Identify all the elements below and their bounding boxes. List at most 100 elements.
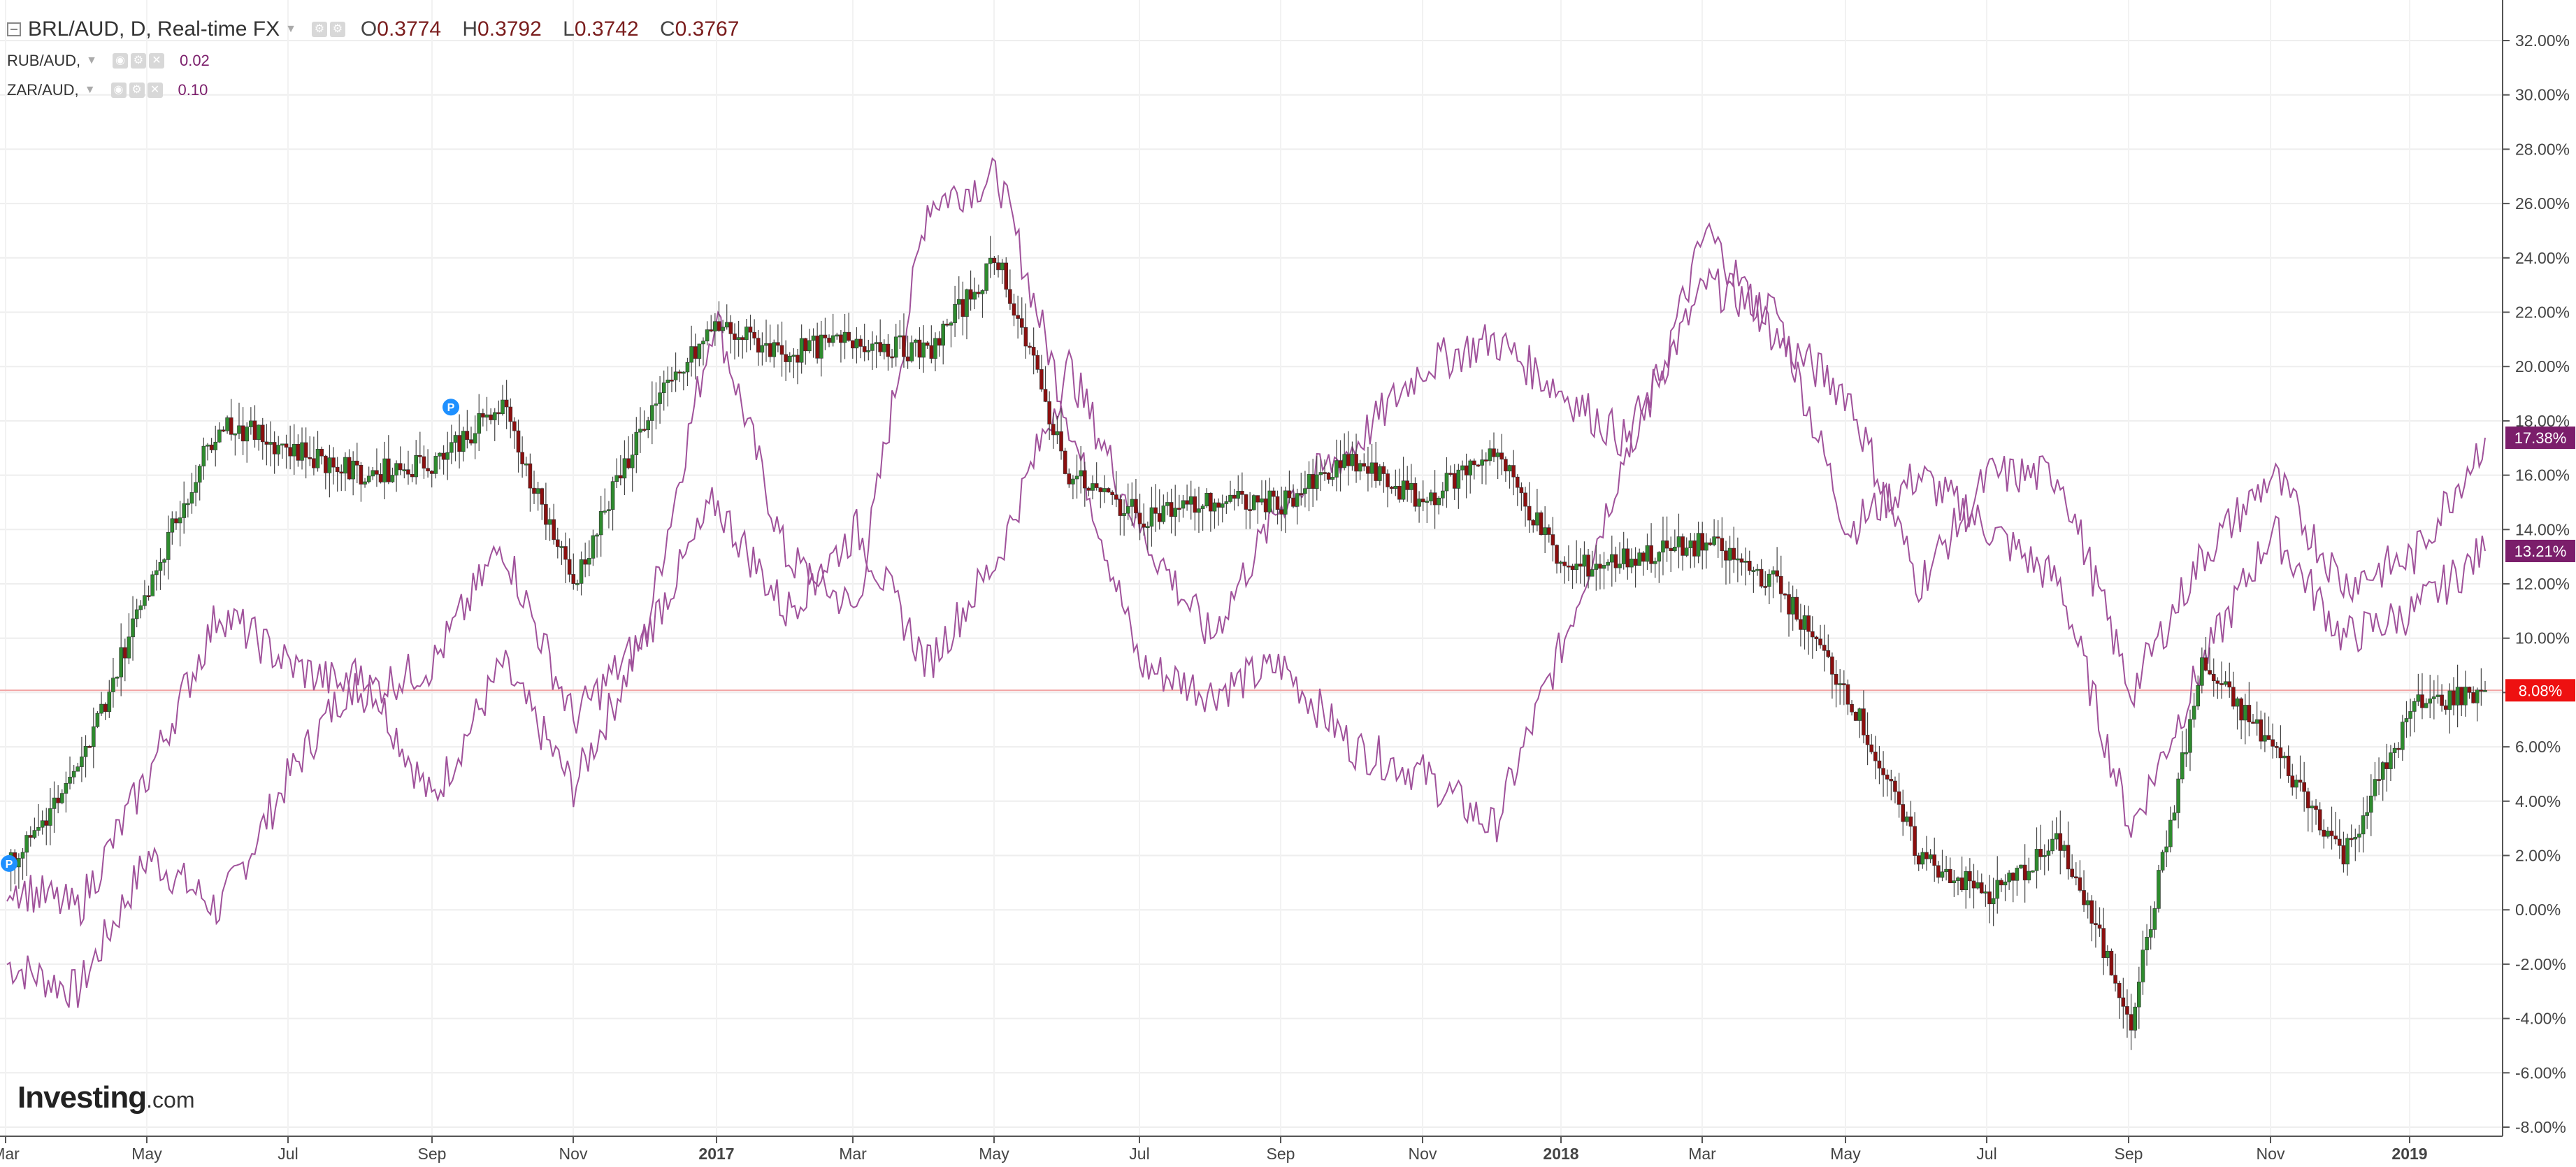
candle <box>433 452 438 479</box>
eye-icon[interactable]: ◉ <box>110 83 127 98</box>
candle-body <box>2010 873 2015 881</box>
candle-body <box>378 474 383 482</box>
candle <box>2089 895 2094 942</box>
gear-icon[interactable]: ⚙ <box>329 22 345 37</box>
candle <box>1169 488 1174 534</box>
candle <box>1814 636 1819 652</box>
candle-body <box>905 356 910 361</box>
x-tick-label: 2019 <box>2391 1145 2427 1163</box>
candle-body <box>1539 512 1544 535</box>
candle <box>1586 549 1590 589</box>
candle-body <box>2475 689 2480 703</box>
candle <box>685 357 690 387</box>
compare-row-rub[interactable]: RUB/AUD, ▼ ◉ ⚙ ✕ 0.02 <box>7 46 754 76</box>
candle-body <box>56 797 60 803</box>
candle <box>827 334 831 348</box>
candle <box>724 304 729 330</box>
main-symbol[interactable]: BRL/AUD, D, Real-time FX <box>28 17 280 41</box>
candle-body <box>1936 865 1941 878</box>
candle <box>2305 787 2310 832</box>
compare-symbol[interactable]: ZAR/AUD, <box>7 81 79 99</box>
candle <box>2357 824 2361 852</box>
candle <box>579 551 584 596</box>
candle <box>866 339 871 361</box>
candle <box>744 318 749 352</box>
close-icon[interactable]: ✕ <box>147 83 163 98</box>
candle <box>2243 694 2247 745</box>
candle-body <box>32 830 37 838</box>
candle-body <box>968 289 973 300</box>
candle-body <box>619 475 623 479</box>
candle-body <box>1437 497 1441 506</box>
candle-body <box>1307 474 1311 489</box>
candle-body <box>1621 548 1626 564</box>
candle-body <box>1641 552 1646 562</box>
candle <box>1039 355 1044 392</box>
chevron-down-icon[interactable]: ▼ <box>84 84 96 96</box>
candle-body <box>189 492 194 504</box>
compare-row-zar[interactable]: ZAR/AUD, ▼ ◉ ⚙ ✕ 0.10 <box>7 76 754 105</box>
candle-body <box>1326 472 1331 480</box>
candle <box>387 435 391 485</box>
candle-body <box>787 355 792 362</box>
candle <box>772 339 777 368</box>
eye-icon[interactable]: ◉ <box>112 53 128 69</box>
candle-body <box>331 457 336 468</box>
candle-body <box>2254 719 2259 724</box>
candle-body <box>1102 488 1107 492</box>
candle-body <box>2353 837 2358 840</box>
candle-body <box>68 776 72 784</box>
x-tick-label: Nov <box>559 1145 588 1163</box>
close-icon[interactable]: ✕ <box>148 53 164 69</box>
settings-icon[interactable]: ⚙ <box>311 22 327 37</box>
candle-body <box>2211 673 2216 681</box>
y-tick-label: 4.00% <box>2515 792 2561 810</box>
candle <box>410 464 415 482</box>
candle <box>689 325 693 377</box>
event-markers[interactable]: PP <box>1 399 459 872</box>
candle <box>201 437 206 480</box>
y-tick-label: -6.00% <box>2515 1064 2566 1082</box>
candle <box>2412 698 2417 733</box>
collapse-icon[interactable] <box>7 22 21 36</box>
candle <box>461 427 466 461</box>
candle-body <box>406 469 410 475</box>
chevron-down-icon[interactable]: ▼ <box>86 55 97 66</box>
y-tick-label: 24.00% <box>2515 249 2570 267</box>
candle <box>366 466 371 484</box>
candle-body <box>477 413 482 434</box>
candle-body <box>489 414 493 420</box>
compare-symbol[interactable]: RUB/AUD, <box>7 52 81 69</box>
candle <box>115 676 120 687</box>
candle <box>359 461 364 502</box>
x-axis[interactable]: Mar May Jul Sep Nov 2017 Mar May Jul Sep Nov 2018 Ma… <box>0 1136 2428 1163</box>
candle-body <box>1594 564 1599 570</box>
candle-body <box>359 465 364 485</box>
candle-body <box>146 595 151 597</box>
main-series-row[interactable]: BRL/AUD, D, Real-time FX ▼ ⚙ ⚙ O0.3774 H… <box>7 13 754 46</box>
candle-body <box>1964 871 1969 890</box>
candle-body <box>1094 483 1099 488</box>
candle <box>1173 485 1178 536</box>
candle-body <box>1850 703 1854 713</box>
gear-icon[interactable]: ⚙ <box>129 83 145 98</box>
candle-body <box>1255 495 1260 503</box>
y-axis[interactable]: 32.00% 30.00% 28.00% 26.00% 24.00% 22.00% 20.0… <box>0 0 2570 1137</box>
candle <box>811 328 816 358</box>
candle <box>642 410 647 433</box>
gear-icon[interactable]: ⚙ <box>130 53 146 69</box>
candle <box>1932 837 1937 882</box>
candle-body <box>1098 487 1103 492</box>
candle <box>1979 873 1984 894</box>
candle-body <box>433 456 438 474</box>
candle-body <box>1873 752 1878 761</box>
y-tick-label: 12.00% <box>2515 575 2570 593</box>
candle <box>1499 434 1504 475</box>
candle-body <box>2326 831 2330 837</box>
candle-body <box>1578 564 1583 567</box>
candle-body <box>1613 554 1618 568</box>
chevron-down-icon[interactable]: ▼ <box>285 23 296 35</box>
candle-body <box>429 471 434 474</box>
candle-body <box>1130 499 1135 507</box>
